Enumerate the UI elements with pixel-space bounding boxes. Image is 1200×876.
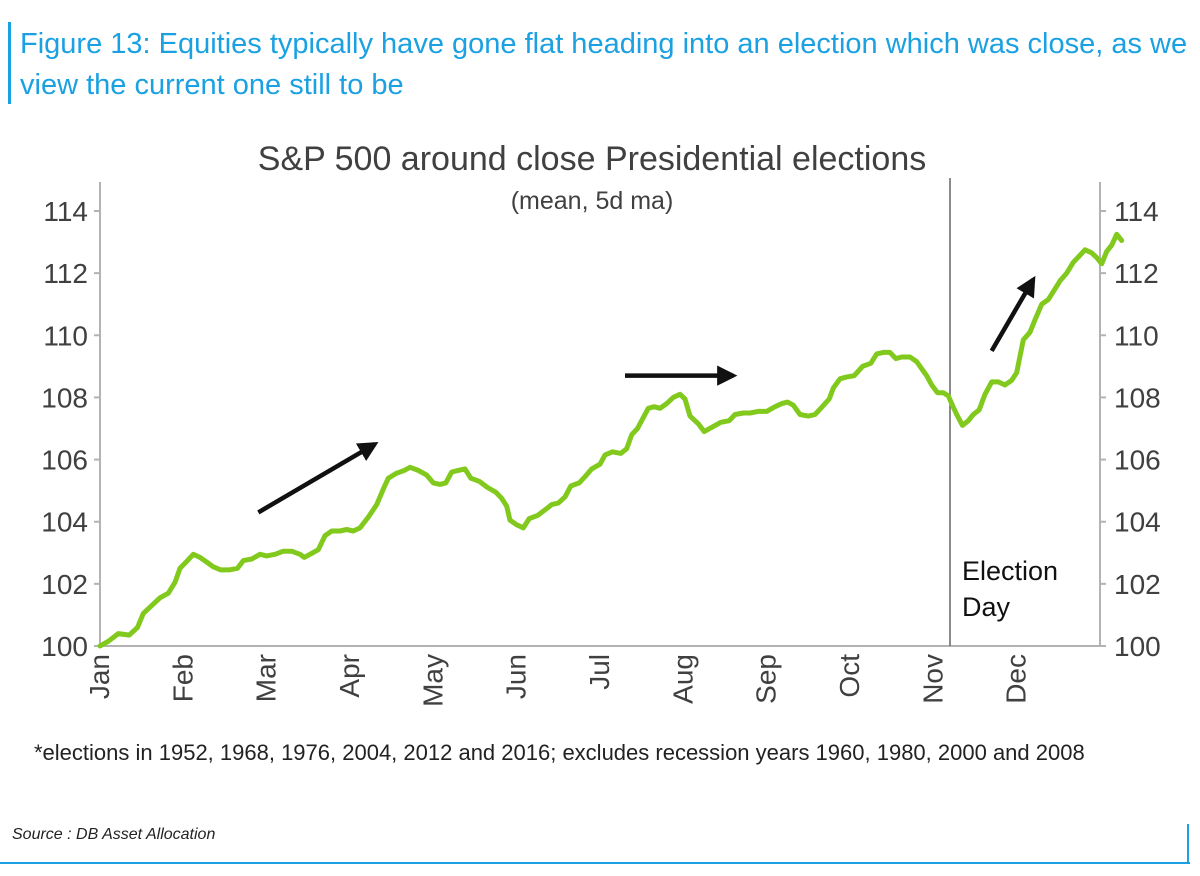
y-tick-label-left: 106 [41, 445, 88, 476]
x-tick-label: Jan [84, 654, 115, 699]
y-tick-label-left: 104 [41, 507, 88, 538]
y-tick-label-right: 114 [1114, 196, 1159, 227]
sp500-election-chart: S&P 500 around close Presidential electi… [41, 140, 1161, 707]
annotation-layer: Election Day [257, 178, 1058, 646]
y-tick-label-right: 110 [1114, 320, 1159, 351]
source-note: Source : DB Asset Allocation [12, 826, 216, 843]
y-tick-label-right: 112 [1114, 258, 1159, 289]
y-tick-label-left: 102 [41, 569, 88, 600]
x-tick-label: Dec [1001, 654, 1032, 704]
axes-layer: 100 100 102 102 104 104 106 106 108 108 110 110 112 1… [41, 182, 1161, 707]
election-day-label: Election [962, 556, 1058, 586]
y-tick-label-right: 104 [1114, 507, 1161, 538]
election-day-label: Day [962, 592, 1011, 622]
figure-title: Figure 13: Equities typically have gone … [20, 28, 1188, 101]
figure-title-accent-bar [8, 22, 11, 104]
x-tick-label: Apr [334, 654, 365, 698]
y-tick-label-left: 100 [41, 631, 88, 662]
x-tick-label: Mar [251, 654, 282, 702]
trend-arrow [257, 441, 379, 515]
y-tick-label-right: 108 [1114, 382, 1161, 413]
x-tick-label: Jun [501, 654, 532, 699]
y-tick-label-left: 110 [43, 320, 88, 351]
trend-arrow [989, 275, 1036, 352]
y-tick-label-right: 102 [1114, 569, 1161, 600]
y-tick-label-right: 106 [1114, 445, 1161, 476]
x-tick-label: May [417, 654, 448, 707]
y-tick-label-left: 114 [43, 196, 88, 227]
x-tick-label: Aug [667, 654, 698, 704]
frame-bottom-rule [0, 862, 1190, 864]
chart-footnote: *elections in 1952, 1968, 1976, 2004, 20… [34, 740, 1085, 765]
y-tick-label-left: 108 [41, 382, 88, 413]
y-tick-label-right: 100 [1114, 631, 1161, 662]
frame-right-tick [1187, 824, 1189, 864]
x-tick-label: Sep [751, 654, 782, 704]
sp500-series-line [97, 231, 1125, 649]
chart-subtitle: (mean, 5d ma) [511, 187, 674, 215]
series-layer [97, 231, 1125, 649]
x-tick-label: Nov [917, 654, 948, 704]
x-tick-label: Oct [834, 654, 865, 698]
x-tick-label: Feb [167, 654, 198, 702]
x-tick-label: Jul [584, 654, 615, 690]
y-tick-label-left: 112 [43, 258, 88, 289]
chart-title: S&P 500 around close Presidential electi… [258, 140, 926, 178]
